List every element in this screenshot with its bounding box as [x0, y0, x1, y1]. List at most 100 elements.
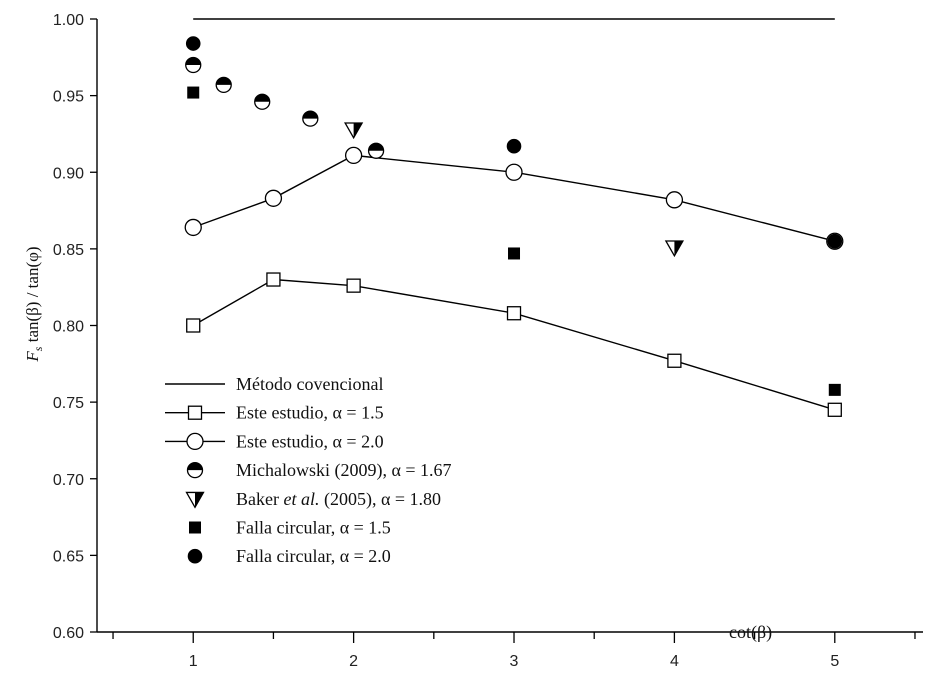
open-circle-shape	[184, 218, 202, 237]
legend-label: Este estudio, α = 1.5	[236, 403, 384, 423]
filled-circle-shape	[187, 548, 203, 564]
y-tick-label: 0.60	[53, 625, 84, 642]
data-point	[185, 36, 201, 51]
data-point	[506, 306, 522, 321]
open-circle-shape	[344, 146, 363, 165]
y-tick-label: 0.85	[53, 242, 84, 259]
open-circle-shape	[264, 189, 283, 207]
y-tick-label: 0.75	[53, 395, 84, 412]
x-tick-label: 1	[189, 653, 198, 670]
data-point	[185, 56, 202, 74]
data-point	[186, 318, 201, 333]
half-circle-fill	[368, 143, 384, 151]
open-square-shape	[506, 306, 522, 321]
y-tick-label: 0.65	[53, 548, 84, 565]
legend-label-text: Método covencional	[236, 374, 383, 394]
data-point	[367, 142, 385, 159]
data-point	[184, 218, 202, 237]
legend-marker	[187, 405, 203, 420]
series-line	[192, 154, 835, 242]
legend-marker	[185, 491, 205, 509]
legend-label-italic: et al.	[283, 489, 319, 509]
open-square-shape	[346, 278, 361, 293]
legend-label: Este estudio, α = 2.0	[236, 431, 384, 451]
data-point	[264, 189, 283, 207]
x-tick-label: 4	[670, 653, 679, 670]
data-point	[667, 353, 682, 368]
legend-label: Método covencional	[236, 374, 383, 394]
series-5	[187, 86, 841, 396]
legend-label-text: (2005), α = 1.80	[319, 489, 441, 510]
series-4	[344, 122, 685, 258]
legend-label-text: Falla circular, α = 1.5	[236, 518, 391, 538]
x-axis-title: cot(β)	[729, 622, 772, 643]
y-axis-title: Fs tan(β) / tan(φ)	[23, 246, 45, 362]
axes: 0.60 0.65 0.70 0.75 0.80 0.85 0.90 0.95 1.00 1 2 3 4…	[53, 12, 923, 670]
legend-item: Falla circular, α = 2.0	[187, 546, 391, 566]
data-point	[665, 191, 684, 209]
filled-square-shape	[189, 521, 201, 534]
legend-marker	[187, 548, 203, 564]
legend-marker	[189, 521, 201, 534]
data-point	[344, 146, 363, 165]
series-line	[192, 278, 836, 411]
y-axis-title-subscript: s	[31, 346, 45, 351]
open-circle-shape	[505, 163, 523, 181]
data-point	[505, 163, 523, 181]
half-circle-fill	[302, 111, 318, 119]
filled-circle-shape	[185, 36, 201, 51]
data-point	[187, 86, 200, 99]
data-point	[664, 240, 685, 258]
open-square-shape	[187, 405, 203, 420]
series-layer	[184, 18, 844, 417]
data-point	[827, 233, 843, 249]
y-tick-label: 0.80	[53, 319, 84, 336]
data-point	[254, 93, 271, 110]
legend-marker	[186, 461, 204, 479]
legend-label: Falla circular, α = 2.0	[236, 546, 391, 566]
series-6	[185, 36, 843, 249]
x-tick-label: 3	[510, 653, 519, 670]
series-1	[186, 272, 842, 417]
legend-label-text: Este estudio, α = 1.5	[236, 403, 384, 423]
data-point	[827, 402, 842, 417]
data-point	[302, 110, 319, 127]
legend-label-text: Michalowski (2009), α = 1.67	[236, 460, 452, 481]
half-circle-fill	[185, 57, 201, 65]
half-circle-fill	[254, 94, 270, 102]
series-2	[184, 146, 844, 250]
legend-item: Falla circular, α = 1.5	[189, 518, 391, 538]
filled-square-shape	[508, 247, 521, 260]
open-square-shape	[266, 272, 281, 287]
data-point	[346, 278, 361, 293]
legend-label-text: Este estudio, α = 2.0	[236, 431, 384, 451]
y-tick-label: 0.95	[53, 89, 84, 106]
open-circle-shape	[186, 432, 204, 451]
filled-square-shape	[187, 86, 200, 99]
legend-marker	[186, 432, 204, 451]
open-square-shape	[667, 353, 682, 368]
legend-label: Michalowski (2009), α = 1.67	[236, 460, 452, 481]
data-point	[215, 76, 232, 94]
y-tick-label: 0.90	[53, 165, 84, 182]
legend-item: Baker et al. (2005), α = 1.80	[185, 489, 441, 510]
series-3	[185, 56, 385, 159]
triangle-half-fill	[353, 122, 363, 138]
y-axis-title-F: F	[23, 351, 42, 363]
legend-label: Baker et al. (2005), α = 1.80	[236, 489, 441, 510]
legend-label-text: Falla circular, α = 2.0	[236, 546, 391, 566]
filled-circle-shape	[827, 233, 843, 249]
data-point	[266, 272, 281, 287]
x-tick-label: 2	[349, 653, 358, 670]
data-point	[508, 247, 521, 260]
filled-square-shape	[828, 383, 841, 396]
data-point	[344, 122, 364, 140]
y-axis-title-rest: tan(β) / tan(φ)	[23, 246, 42, 346]
triangle-half-fill	[674, 240, 683, 256]
legend-item: Este estudio, α = 1.5	[165, 403, 384, 423]
data-point	[506, 138, 522, 154]
open-square-shape	[186, 318, 201, 333]
half-circle-fill	[187, 462, 203, 471]
x-tick-label: 5	[830, 653, 839, 670]
